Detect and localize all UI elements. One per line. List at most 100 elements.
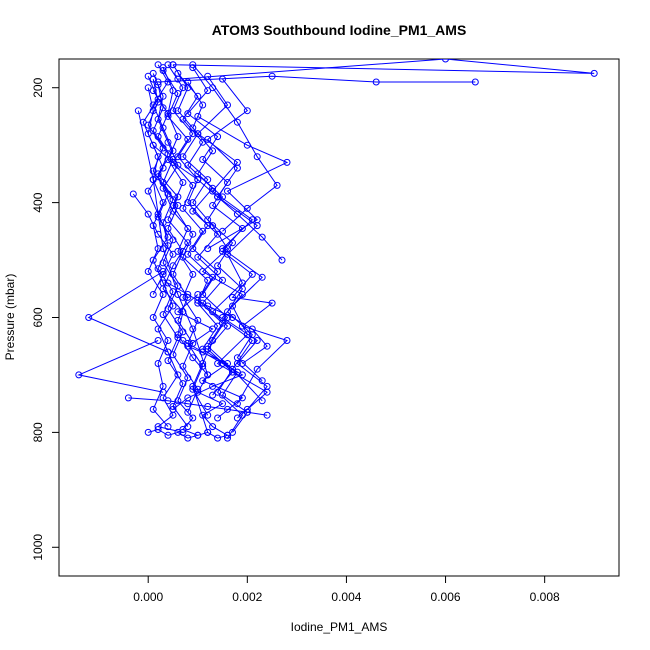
data-point xyxy=(159,279,167,287)
series-line xyxy=(162,70,244,439)
data-point xyxy=(224,434,231,442)
data-point xyxy=(174,334,182,342)
data-point xyxy=(248,270,256,278)
data-point xyxy=(189,325,197,333)
data-point xyxy=(253,337,261,344)
data-point xyxy=(149,256,157,264)
data-point xyxy=(283,158,291,166)
data-point xyxy=(184,78,192,86)
series-line xyxy=(177,294,244,419)
data-point xyxy=(209,184,217,192)
profile-series xyxy=(85,268,172,356)
data-point xyxy=(209,325,217,333)
chart-title: ATOM3 Southbound Iodine_PM1_AMS xyxy=(212,22,467,38)
data-point xyxy=(258,377,266,385)
data-point xyxy=(184,291,192,298)
profile-series xyxy=(174,291,246,422)
data-point xyxy=(154,230,162,238)
data-point xyxy=(169,405,177,413)
data-point xyxy=(149,222,157,230)
data-point xyxy=(233,164,241,172)
data-point xyxy=(199,362,207,370)
y-tick-label: 600 xyxy=(31,307,45,327)
data-point xyxy=(159,270,167,278)
data-point xyxy=(169,262,177,270)
data-point xyxy=(179,337,187,344)
data-point xyxy=(189,354,197,362)
data-point xyxy=(194,385,202,393)
data-point xyxy=(159,67,167,74)
data-point xyxy=(214,133,222,141)
data-point xyxy=(189,230,197,238)
data-point xyxy=(124,394,132,402)
profile-series xyxy=(169,337,246,413)
data-point xyxy=(258,233,266,241)
data-point xyxy=(219,193,226,201)
data-point xyxy=(164,279,172,287)
data-point xyxy=(209,222,217,230)
data-point xyxy=(154,61,162,69)
data-point xyxy=(224,360,231,367)
series-line xyxy=(206,78,263,402)
data-point xyxy=(214,193,222,201)
data-point xyxy=(238,285,246,293)
data-point xyxy=(238,360,246,367)
data-point xyxy=(154,153,162,161)
data-point xyxy=(154,337,162,344)
data-point xyxy=(199,299,207,307)
data-point xyxy=(263,342,271,350)
data-point xyxy=(179,380,187,388)
data-point xyxy=(204,135,212,143)
y-axis-label: Pressure (mbar) xyxy=(3,274,17,361)
data-point xyxy=(179,115,187,123)
series-line xyxy=(187,81,263,382)
series-line xyxy=(172,59,595,80)
data-point xyxy=(139,118,147,126)
data-point xyxy=(209,423,217,431)
data-point xyxy=(209,273,217,281)
data-point xyxy=(204,345,212,353)
data-point xyxy=(179,362,187,370)
data-point xyxy=(194,291,202,298)
data-point xyxy=(144,72,152,80)
series-line xyxy=(137,110,209,376)
data-point xyxy=(159,291,167,298)
data-point xyxy=(224,179,231,186)
series-line xyxy=(77,340,164,393)
data-point xyxy=(179,153,187,161)
data-point xyxy=(194,176,202,184)
data-point xyxy=(85,314,93,321)
data-point xyxy=(233,400,241,408)
data-point xyxy=(184,394,192,402)
data-point xyxy=(184,225,192,232)
data-point xyxy=(169,61,177,69)
data-point xyxy=(199,101,207,109)
data-point xyxy=(164,337,172,344)
data-point xyxy=(471,78,479,86)
data-point xyxy=(224,187,231,195)
data-point xyxy=(189,245,197,253)
series-line xyxy=(162,67,209,416)
data-point xyxy=(159,388,167,396)
series-line xyxy=(152,90,199,413)
data-point xyxy=(253,365,261,373)
x-tick-label: 0.000 xyxy=(133,590,163,604)
y-tick-label: 200 xyxy=(31,77,45,97)
data-point xyxy=(278,256,286,264)
data-point xyxy=(129,190,137,198)
data-point xyxy=(219,245,226,253)
data-point xyxy=(184,342,192,350)
data-point xyxy=(199,227,207,235)
data-point xyxy=(204,428,212,436)
data-point xyxy=(209,84,217,92)
series-line xyxy=(128,397,268,416)
x-axis-label: Iodine_PM1_AMS xyxy=(291,620,388,634)
data-point xyxy=(184,423,192,431)
y-axis: 200 400 600 800 1000 xyxy=(31,77,60,561)
data-point xyxy=(174,75,182,83)
data-point xyxy=(159,311,167,319)
data-point xyxy=(164,357,172,365)
series-line xyxy=(192,64,278,232)
data-point xyxy=(144,84,152,92)
data-point xyxy=(189,270,197,278)
